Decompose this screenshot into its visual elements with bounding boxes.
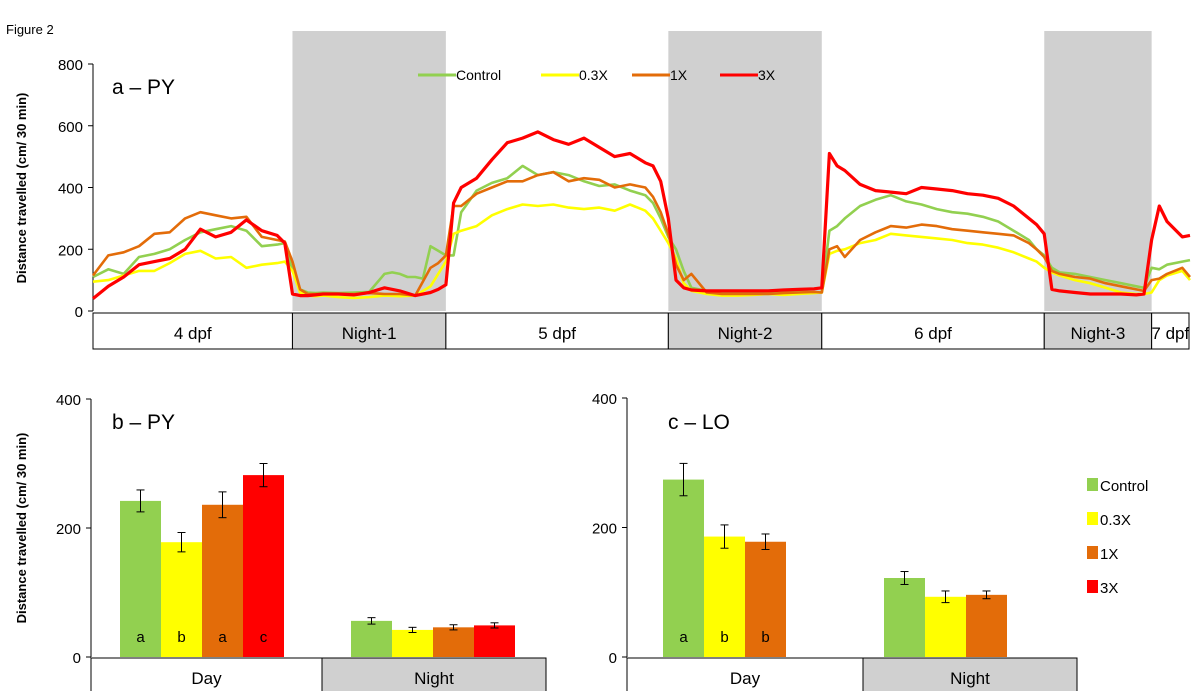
panel-a-ylabel: Distance travelled (cm/ 30 min) [14,93,29,284]
period-box-7 [1151,312,1190,350]
significance-letter: a [679,629,688,646]
panel-c-y-tick-label: 0 [609,650,617,667]
panel-b-y-tick-label: 400 [56,392,81,409]
category-label: Night [950,669,990,688]
period-label: 6 dpf [914,324,952,343]
panel-a-title: a – PY [112,76,175,99]
category-box-night [862,657,1078,691]
legend-c-label: Control [1100,478,1148,495]
period-label: Night-2 [718,324,773,343]
significance-letter: b [761,629,769,646]
panel-a-y-tick-label: 800 [58,57,83,74]
period-box-6 [1043,312,1153,350]
panel-b-y-tick-label: 0 [73,650,81,667]
category-label: Night [414,669,454,688]
bar-3X-night [474,625,515,657]
significance-letter: b [720,629,728,646]
panel-a-y-tick-label: 0 [75,304,83,321]
period-box-3 [445,312,669,350]
series-line-3X [91,130,1191,300]
panel-b-ylabel: Distance travelled (cm/ 30 min) [14,433,29,624]
bar-03X-day [161,542,202,657]
bar-3X-day [243,475,284,657]
significance-letter: a [136,629,145,646]
category-box-day [90,657,323,691]
night-shade-4 [668,31,822,311]
panel-a-y-tick-label: 400 [58,181,83,198]
series-line-1X [91,170,1191,297]
bar-03X-night [925,596,966,657]
period-label: 4 dpf [174,324,212,343]
category-box-day [626,657,864,691]
panel-c-title: c – LO [668,411,730,434]
panel-b: b – PY Distance travelled (cm/ 30 min) 0… [14,392,547,691]
legend-a-label: 3X [758,67,776,83]
bar-Control-night [351,620,392,657]
bar-03X-night [392,629,433,657]
night-shade-6 [1044,31,1152,311]
significance-letter: c [260,629,268,646]
legend-a-label: 1X [670,67,688,83]
bar-Control-night [884,578,925,657]
period-box-5 [821,312,1045,350]
panel-b-y-tick-label: 200 [56,521,81,538]
bar-Control-day [120,500,161,657]
legend-c-label: 1X [1100,546,1118,563]
night-shade-2 [292,31,446,311]
legend-c-swatch [1087,478,1098,491]
panel-b-title: b – PY [112,411,175,434]
period-box-2 [291,312,447,350]
panel-a-y-tick-label: 600 [58,119,83,136]
series-line-03X [92,203,1191,300]
panel-a: a – PY Distance travelled (cm/ 30 min) 0… [14,31,1191,350]
bar-1X-day [745,541,786,657]
period-box-1 [92,312,293,350]
legend-c-swatch [1087,512,1098,525]
bar-1X-night [433,627,474,657]
significance-letter: a [218,629,227,646]
panel-a-y-tick-label: 200 [58,242,83,259]
period-label: 7 dpf [1151,324,1189,343]
period-label: Night-3 [1071,324,1126,343]
legend-a-label: 0.3X [579,67,608,83]
legend-c-swatch [1087,580,1098,593]
category-label: Day [730,669,761,688]
legend-c-swatch [1087,546,1098,559]
panel-c: c – LO 0 200 400 a b b Day Night Control 0.3X 1X 3X [592,391,1148,691]
period-label: 5 dpf [538,324,576,343]
figure-label: Figure 2 [6,22,54,37]
period-box-4 [667,312,823,350]
legend-a-label: Control [456,67,501,83]
panel-c-y-tick-label: 400 [592,391,617,408]
bar-03X-day [704,536,745,657]
panel-c-y-tick-label: 200 [592,521,617,538]
category-label: Day [191,669,222,688]
period-label: Night-1 [342,324,397,343]
bar-1X-night [966,594,1007,657]
legend-c-label: 0.3X [1100,512,1131,529]
legend-c-label: 3X [1100,580,1118,597]
significance-letter: b [177,629,185,646]
category-box-night [321,657,547,691]
bar-1X-day [202,504,243,657]
bar-Control-day [663,479,704,657]
